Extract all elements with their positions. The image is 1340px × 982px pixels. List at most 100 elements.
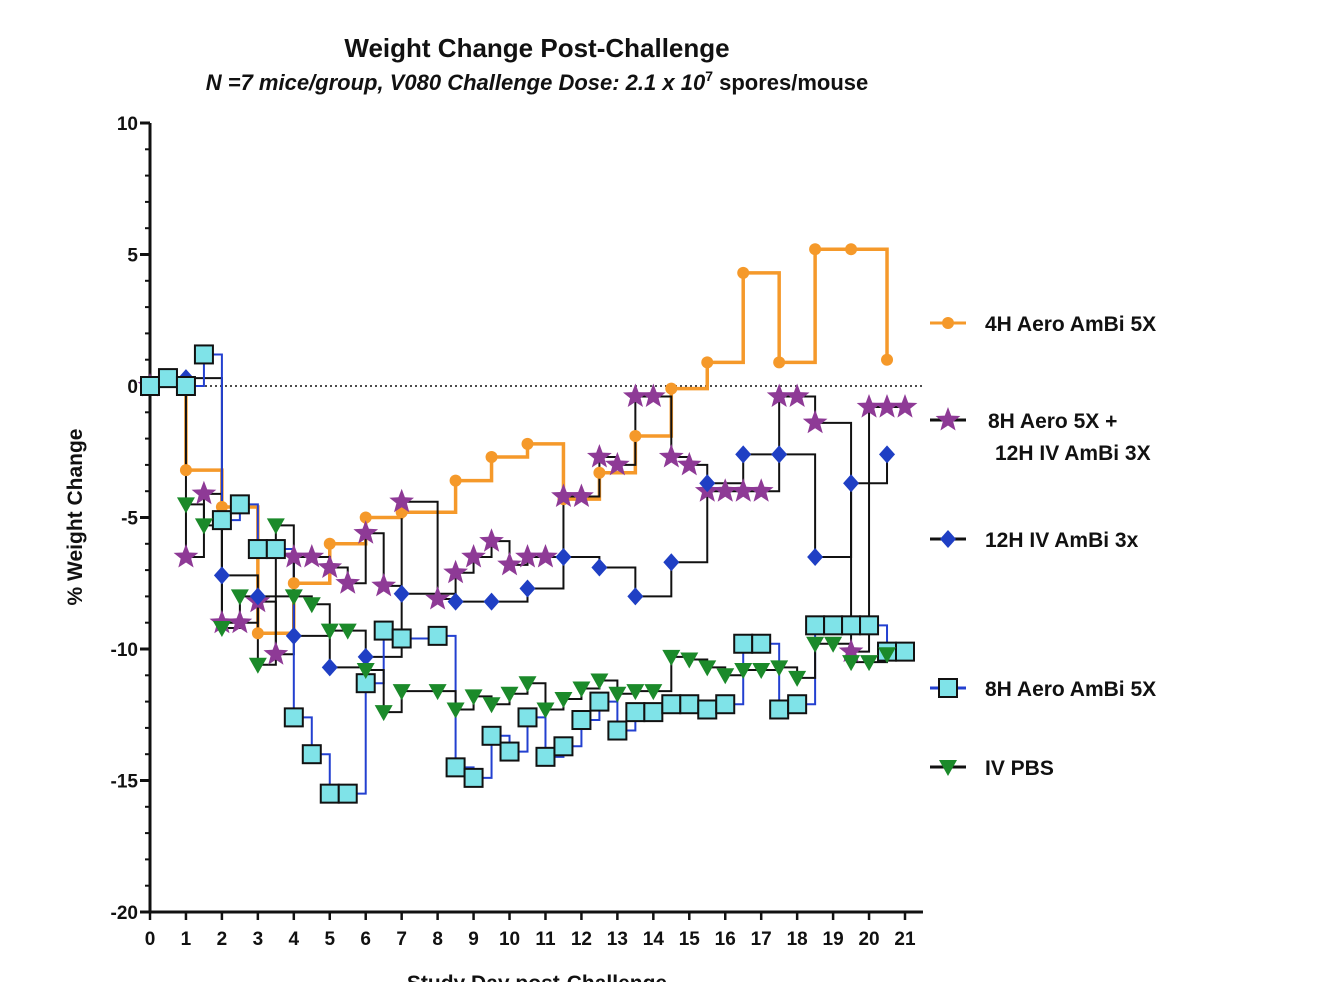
marker [497,551,522,576]
marker [251,627,264,640]
x-tick-label: 11 [535,929,556,950]
marker [317,554,343,578]
marker [661,694,682,715]
x-tick-label: 0 [145,929,156,950]
series-line [150,353,905,795]
marker [371,572,397,597]
x-tick-label: 14 [643,929,665,950]
marker [842,655,861,672]
marker [287,577,300,590]
x-tick-label: 7 [396,929,407,950]
marker [515,544,540,568]
marker [748,478,774,502]
x-tick-label: 10 [499,929,520,950]
marker [230,589,249,606]
x-tick-label: 1 [181,929,192,950]
marker [874,394,900,418]
marker [179,464,192,477]
marker [176,497,195,514]
chart-subtitle: N =7 mice/group, V080 Challenge Dose: 2.… [206,68,869,95]
marker [447,592,464,611]
marker [463,767,484,788]
marker [299,544,325,568]
x-tick-label: 5 [324,929,335,950]
marker [823,615,844,636]
marker [265,539,286,560]
marker [590,673,609,690]
marker [629,429,642,442]
marker [517,707,538,728]
marker [733,633,754,654]
legend-label: 12H IV AmBi 3x [985,529,1139,552]
legend-label-line: 12H IV AmBi 3X [995,442,1151,465]
marker [662,649,681,666]
marker [607,720,628,741]
marker [605,451,630,476]
marker [248,657,267,674]
marker [591,558,608,577]
marker [802,409,828,434]
marker [843,474,860,493]
marker [173,544,199,568]
marker [845,243,858,256]
marker [643,702,664,723]
marker [859,615,880,636]
marker [663,553,680,572]
marker [321,658,338,677]
series-line [150,377,889,669]
marker [625,702,646,723]
marker [338,623,357,640]
marker [593,466,606,479]
marker [769,699,790,720]
x-tick-label: 8 [432,929,443,950]
marker [771,445,788,464]
marker [446,702,465,719]
marker [425,586,450,610]
marker [569,483,594,507]
y-tick-label: 10 [117,114,138,135]
x-tick-label: 16 [715,929,736,950]
marker [445,757,466,778]
x-tick-label: 6 [360,929,371,950]
marker [572,681,591,698]
marker [737,266,750,279]
marker [229,494,250,515]
marker [824,636,843,653]
marker [249,587,266,606]
y-tick-label: 0 [127,377,138,398]
marker [536,702,555,719]
marker [878,647,897,664]
marker [805,615,826,636]
marker [302,597,321,614]
series-markers [137,373,918,665]
y-tick-label: -5 [121,509,138,530]
marker [551,483,576,507]
marker [356,663,375,680]
marker [212,620,231,637]
marker [892,394,918,418]
marker [939,760,957,776]
marker [263,641,289,665]
marker [464,689,483,706]
marker [644,684,663,701]
y-tick-label: -15 [111,772,139,793]
marker [587,444,612,468]
x-tick-label: 4 [289,929,300,950]
marker [879,445,896,464]
marker [860,655,879,672]
marker [938,678,958,698]
marker [281,544,307,568]
x-axis-label: Study Day post-Challenge [407,972,667,982]
marker [482,697,501,714]
marker [535,746,556,767]
marker [680,652,699,669]
marker [699,474,716,493]
y-axis-label: % Weight Change [64,429,87,606]
marker [807,547,824,566]
marker [392,684,411,701]
marker [427,625,448,646]
marker [483,592,500,611]
marker [443,559,468,584]
marker [806,636,825,653]
